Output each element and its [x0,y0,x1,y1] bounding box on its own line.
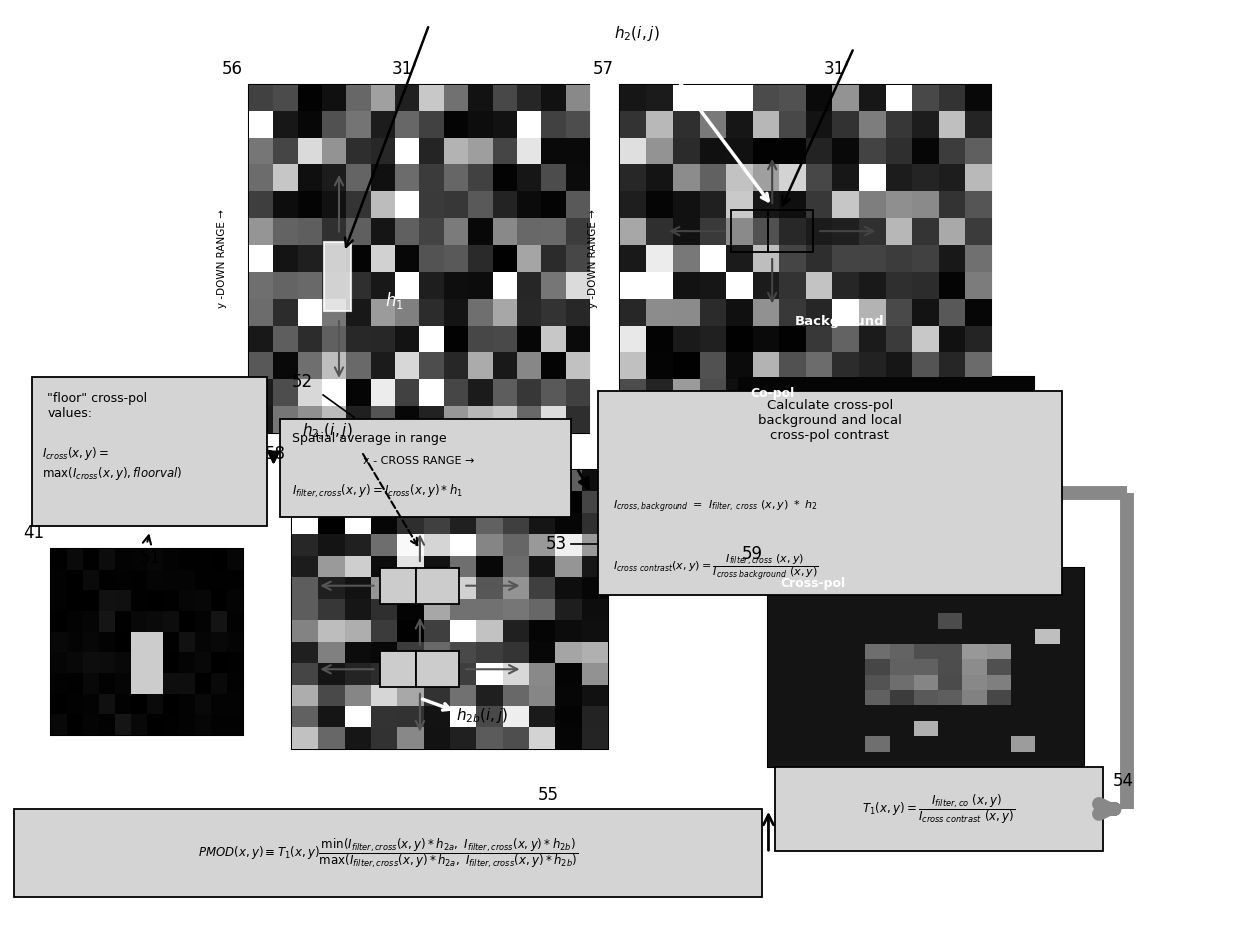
Bar [381,568,415,604]
Bar [769,568,1084,767]
Text: 52: 52 [293,373,314,391]
Text: 54: 54 [1112,772,1133,789]
FancyBboxPatch shape [280,419,570,517]
Text: 31': 31' [392,60,418,77]
Text: $h_1$: $h_1$ [384,290,404,311]
Text: 56: 56 [222,60,243,77]
Bar [324,241,351,311]
Bar [732,210,768,252]
Text: $I_{cross}(x,y) =$
$\max(I_{cross}(x,y),floorval)$: $I_{cross}(x,y) =$ $\max(I_{cross}(x,y),… [42,445,182,481]
Text: Spatial average in range: Spatial average in range [293,432,446,445]
FancyBboxPatch shape [32,377,268,526]
FancyBboxPatch shape [598,391,1061,596]
Text: $T_1(x,y) = \dfrac{I_{filter,co}\ (x,y)}{I_{cross\ contrast}\ (x,y)}$: $T_1(x,y) = \dfrac{I_{filter,co}\ (x,y)}… [862,792,1016,826]
Text: 55: 55 [538,787,559,804]
Text: 51: 51 [139,549,160,567]
Text: 31': 31' [825,60,849,77]
Bar [249,85,589,433]
Text: $h_2(i,j)$: $h_2(i,j)$ [614,24,660,43]
FancyBboxPatch shape [14,809,763,897]
Text: $I_{cross,background}\ =\ I_{filter,\ cross}\ (x,y)\ *\ h_2$: $I_{cross,background}\ =\ I_{filter,\ cr… [613,499,817,516]
Text: y -DOWN RANGE →: y -DOWN RANGE → [588,209,598,308]
Bar [620,85,991,433]
Text: 59: 59 [742,545,763,563]
Bar [768,210,813,252]
Text: 53: 53 [546,535,567,553]
Text: $PMOD(x,y) \equiv T_1(x,y)\dfrac{\min(I_{filter,cross}(x,y)*h_{2a},\ I_{filter,c: $PMOD(x,y) \equiv T_1(x,y)\dfrac{\min(I_… [198,836,578,870]
Text: Co-pol: Co-pol [750,386,794,399]
Text: Calculate cross-pol
background and local
cross-pol contrast: Calculate cross-pol background and local… [758,398,901,441]
Text: 41: 41 [24,523,45,542]
Text: "floor" cross-pol
values:: "floor" cross-pol values: [47,392,148,420]
FancyBboxPatch shape [775,767,1102,851]
Bar [415,651,459,687]
Bar [293,470,608,749]
Text: Background: Background [795,315,884,328]
Text: 58: 58 [265,445,286,463]
Bar [381,651,415,687]
Text: $I_{cross\ contrast}(x,y) = \dfrac{I_{filter,cross}\ (x,y)}{I_{cross\ background: $I_{cross\ contrast}(x,y) = \dfrac{I_{fi… [613,552,818,583]
Text: $h_{2_a}(i,j)$: $h_{2_a}(i,j)$ [303,422,352,442]
Text: $I_{filter,cross}(x,y) = I_{cross}(x,y) * h_1$: $I_{filter,cross}(x,y) = I_{cross}(x,y) … [293,482,463,500]
Text: $h_{2b}(i,j)$: $h_{2b}(i,j)$ [456,707,508,725]
Text: 57: 57 [593,60,614,77]
Bar [51,549,243,735]
Bar [415,568,459,604]
Text: x - CROSS RANGE →: x - CROSS RANGE → [363,456,475,466]
Text: Cross-pol: Cross-pol [781,577,846,590]
Bar [738,377,1034,568]
Text: y -DOWN RANGE →: y -DOWN RANGE → [217,209,227,308]
